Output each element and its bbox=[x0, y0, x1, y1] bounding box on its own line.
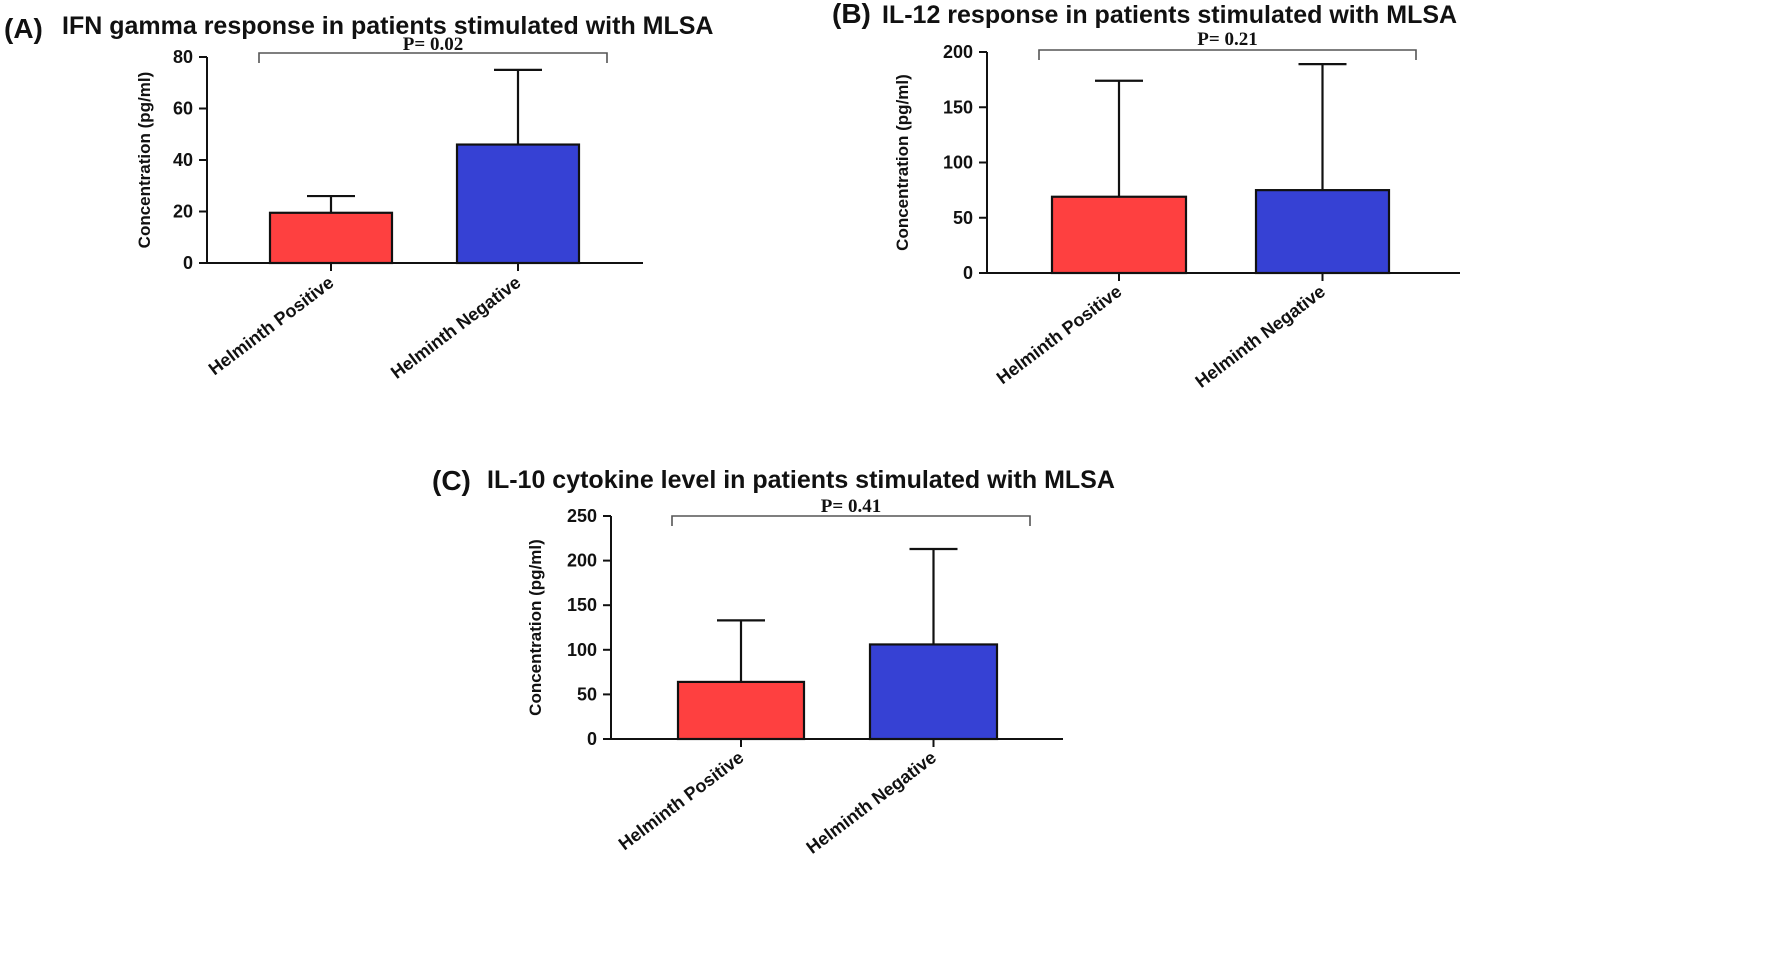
significance-bracket bbox=[258, 52, 608, 63]
y-tick-label: 0 bbox=[183, 253, 193, 273]
y-tick-label: 80 bbox=[173, 47, 193, 67]
y-tick-label: 100 bbox=[567, 640, 597, 660]
bar-helminth-positive bbox=[1050, 195, 1188, 275]
bar-helminth-positive bbox=[676, 680, 806, 741]
chart-title: IL-10 cytokine level in patients stimula… bbox=[487, 466, 1115, 494]
y-tick-label: 50 bbox=[953, 208, 973, 228]
panel-a: (A) IFN gamma response in patients stimul… bbox=[4, 12, 714, 383]
panel-letter: (B) bbox=[832, 0, 871, 29]
bar-helminth-negative bbox=[868, 643, 999, 741]
bar-helminth-positive bbox=[268, 211, 394, 265]
y-tick-label: 40 bbox=[173, 150, 193, 170]
y-tick-label: 150 bbox=[567, 595, 597, 615]
panel-c: (C) IL-10 cytokine level in patients stim… bbox=[432, 465, 1115, 858]
y-axis-title: Concentration (pg/ml) bbox=[526, 539, 545, 716]
p-value-label: P= 0.41 bbox=[821, 496, 881, 517]
panel-letter: (C) bbox=[432, 465, 471, 496]
y-tick-label: 150 bbox=[943, 97, 973, 117]
y-axis-title: Concentration (pg/ml) bbox=[135, 72, 154, 249]
y-tick-label: 50 bbox=[577, 684, 597, 704]
chart-title: IL-12 response in patients stimulated wi… bbox=[882, 1, 1457, 29]
category-label: Helminth Negative bbox=[802, 747, 939, 857]
y-tick-label: 200 bbox=[567, 551, 597, 571]
y-tick-label: 20 bbox=[173, 202, 193, 222]
category-label: Helminth Negative bbox=[387, 272, 524, 382]
panel-b: (B) IL-12 response in patients stimulated… bbox=[832, 0, 1460, 392]
p-value-label: P= 0.02 bbox=[403, 34, 463, 55]
y-tick-label: 0 bbox=[587, 729, 597, 749]
y-tick-label: 60 bbox=[173, 99, 193, 119]
chart-title: IFN gamma response in patients stimulate… bbox=[62, 12, 714, 40]
panel-letter: (A) bbox=[4, 13, 43, 44]
significance-bracket bbox=[1038, 49, 1417, 60]
y-tick-label: 250 bbox=[567, 506, 597, 526]
significance-bracket bbox=[671, 515, 1031, 526]
category-label: Helminth Positive bbox=[993, 281, 1126, 388]
y-tick-label: 200 bbox=[943, 42, 973, 62]
y-tick-label: 0 bbox=[963, 263, 973, 283]
category-label: Helminth Positive bbox=[205, 272, 338, 379]
y-axis-title: Concentration (pg/ml) bbox=[893, 74, 912, 251]
bar-helminth-negative bbox=[455, 143, 581, 265]
bar-helminth-negative bbox=[1254, 189, 1391, 275]
p-value-label: P= 0.21 bbox=[1197, 29, 1257, 50]
y-tick-label: 100 bbox=[943, 153, 973, 173]
category-label: Helminth Negative bbox=[1191, 281, 1328, 391]
category-label: Helminth Positive bbox=[615, 747, 748, 854]
